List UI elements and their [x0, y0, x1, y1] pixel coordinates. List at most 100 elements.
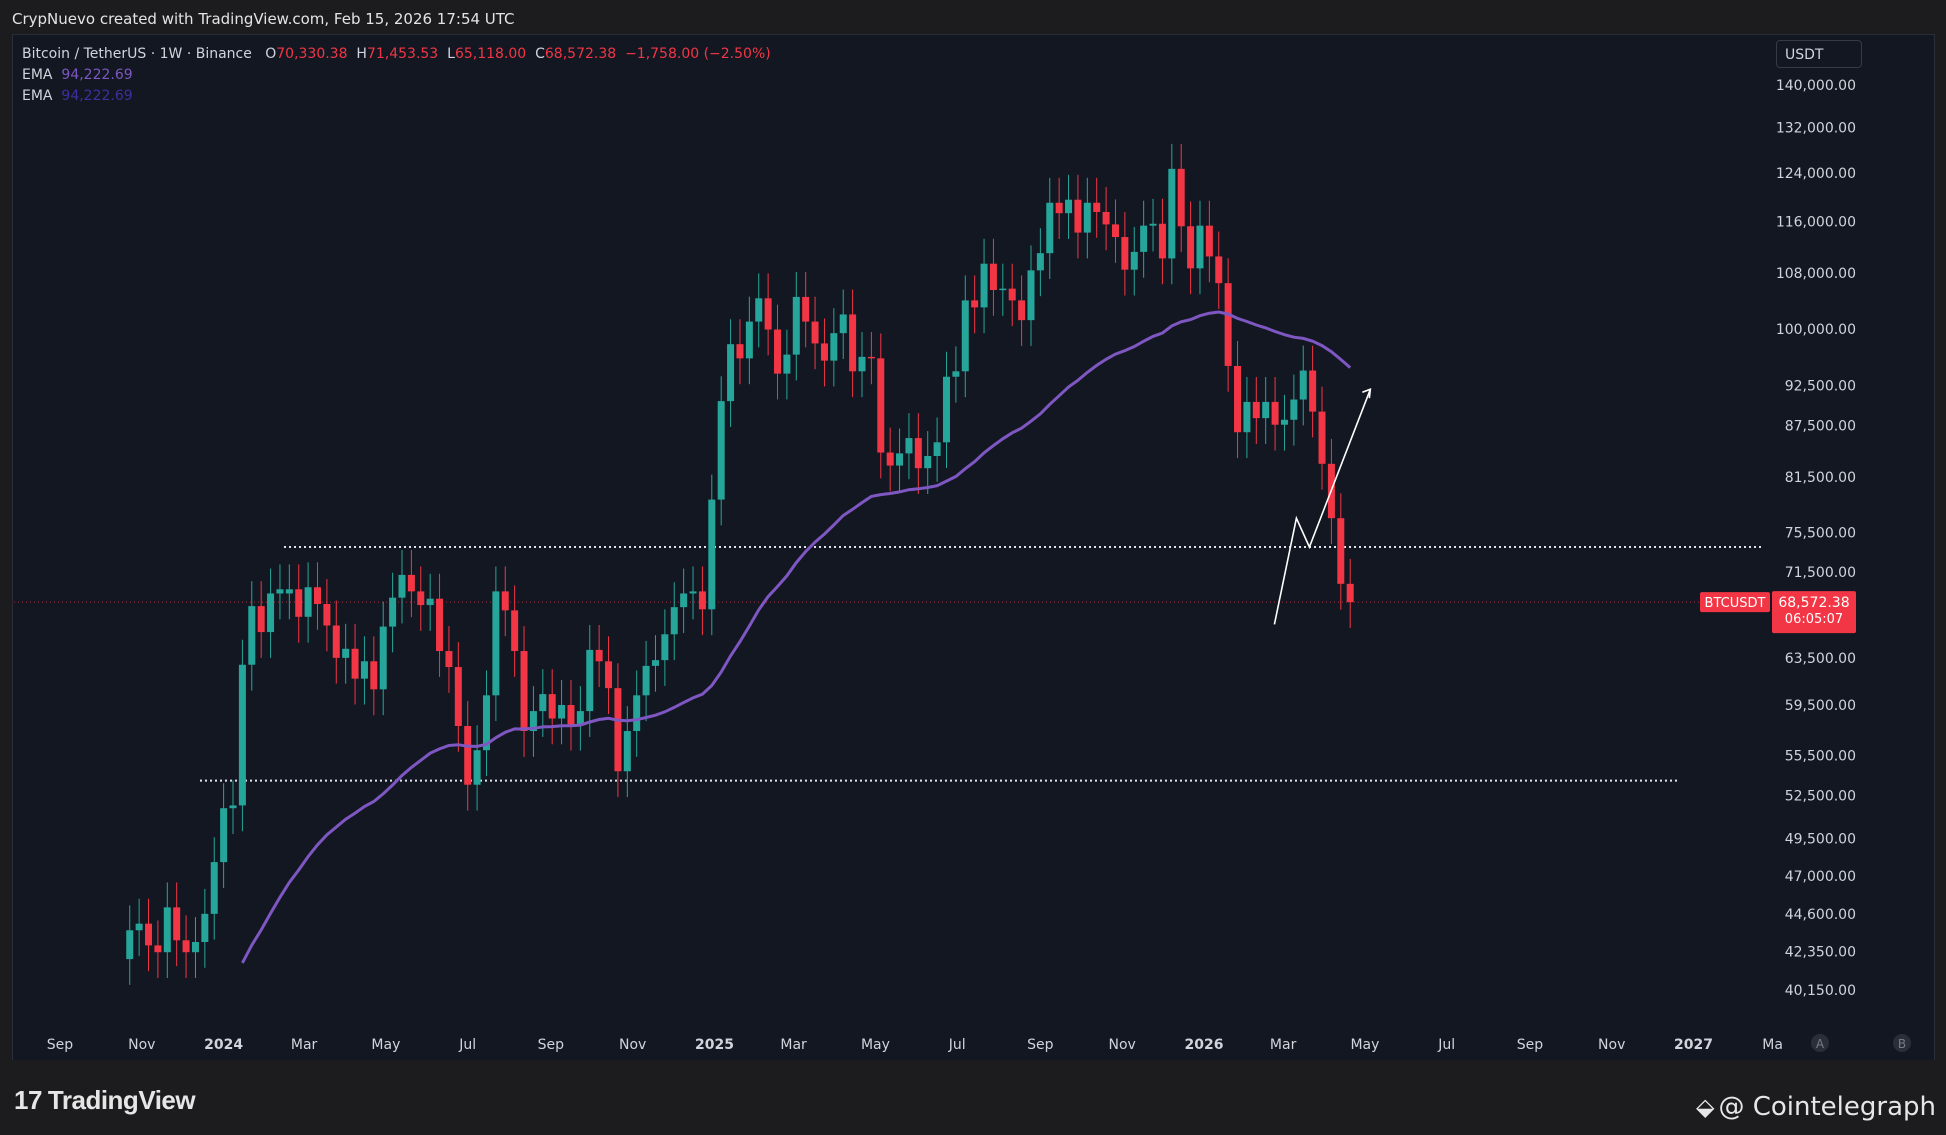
candle-bullish	[905, 438, 913, 454]
x-tick-label: Mar	[291, 1037, 318, 1053]
candle-bullish	[661, 634, 669, 661]
candle-bearish	[1215, 256, 1223, 284]
x-tick-label: Nov	[1109, 1037, 1136, 1053]
x-tick-label: Mar	[1270, 1037, 1297, 1053]
y-tick-label: 75,500.00	[1785, 525, 1856, 541]
symbol-price-badge	[1700, 592, 1770, 613]
axis-mode-button[interactable]	[1811, 1034, 1829, 1052]
candle-bearish	[877, 358, 885, 453]
y-tick-label: 47,000.00	[1785, 869, 1856, 885]
candle-bullish	[360, 661, 368, 679]
candle-bearish	[407, 574, 415, 592]
candle-bearish	[1234, 365, 1242, 433]
open-value: 70,330.38	[276, 46, 348, 62]
candle-bullish	[745, 321, 753, 359]
x-tick-label: Nov	[128, 1037, 155, 1053]
x-tick-label: Jul	[1437, 1037, 1455, 1053]
candle-bearish	[971, 300, 979, 308]
x-tick-label: May	[1350, 1037, 1379, 1053]
candle-bearish	[1093, 202, 1101, 212]
x-tick-label: May	[861, 1037, 890, 1053]
candle-bearish	[323, 603, 331, 626]
y-tick-label: 100,000.00	[1776, 322, 1856, 338]
candle-bullish	[689, 591, 697, 594]
y-tick-label: 132,000.00	[1776, 121, 1856, 137]
candle-bearish	[605, 661, 613, 689]
candle-bearish	[417, 591, 425, 606]
tradingview-icon: 17	[14, 1085, 42, 1115]
candle-bullish	[924, 455, 932, 469]
candle-bearish	[182, 940, 190, 953]
last-price-badge	[1772, 591, 1856, 634]
chart-frame[interactable]	[12, 34, 1935, 1062]
candle-bullish	[680, 593, 688, 608]
low-value: 65,118.00	[454, 46, 527, 62]
candle-bullish	[379, 626, 387, 690]
x-tick-label: 2026	[1185, 1037, 1224, 1053]
y-tick-label: 55,500.00	[1785, 748, 1856, 764]
candle-bullish	[220, 808, 228, 863]
candle-bearish	[1121, 237, 1129, 270]
candle-bearish	[520, 651, 528, 732]
last-price-value: 68,572.38	[1778, 595, 1849, 611]
candle-bullish	[398, 574, 406, 598]
candle-bullish	[633, 695, 641, 732]
candle-bearish	[1318, 411, 1326, 464]
high-value: 71,453.53	[366, 46, 439, 62]
candle-bearish	[1158, 223, 1166, 259]
candle-bullish	[1065, 199, 1073, 214]
x-tick-label: Sep	[538, 1037, 565, 1053]
candle-bullish	[163, 907, 171, 953]
candle-bearish	[567, 704, 575, 725]
y-tick-label: 124,000.00	[1776, 166, 1856, 182]
x-tick-label: 2024	[204, 1037, 243, 1053]
ema2-row[interactable]: EMA 94,222.69	[22, 86, 771, 107]
candle-bearish	[736, 344, 744, 359]
axis-mode-button[interactable]	[1893, 1034, 1911, 1052]
candle-bullish	[1243, 401, 1251, 433]
candle-bearish	[145, 923, 153, 946]
x-tick-label: Sep	[1027, 1037, 1054, 1053]
candle-bullish	[482, 695, 490, 751]
chart-caption: CrypNuevo created with TradingView.com, …	[12, 10, 515, 28]
candle-bullish	[248, 606, 256, 665]
candle-bullish	[933, 442, 941, 456]
candle-bullish	[999, 288, 1007, 291]
x-tick-label: May	[371, 1037, 400, 1053]
candle-bullish	[942, 376, 950, 443]
y-tick-label: 49,500.00	[1785, 831, 1856, 847]
candle-bearish	[614, 688, 622, 772]
candle-bullish	[717, 401, 725, 500]
candle-bullish	[539, 694, 547, 712]
candle-bullish	[389, 597, 397, 627]
y-tick-label: 42,350.00	[1785, 944, 1856, 960]
candle-bullish	[961, 300, 969, 372]
candle-bullish	[1299, 370, 1307, 400]
candle-bullish	[1290, 399, 1298, 420]
currency-unit-button[interactable]: USDT	[1776, 40, 1862, 68]
ema1-label: EMA	[22, 67, 53, 83]
candle-bullish	[1083, 202, 1091, 233]
candle-bullish	[708, 499, 716, 610]
ema1-value: 94,222.69	[61, 67, 133, 83]
candle-bearish	[445, 651, 453, 668]
ema1-row[interactable]: EMA 94,222.69	[22, 65, 771, 86]
tradingview-brand: TradingView	[47, 1085, 196, 1115]
candle-bullish	[210, 862, 218, 914]
chart-legend: Bitcoin / TetherUS · 1W · Binance O70,33…	[22, 44, 771, 107]
candle-bearish	[1177, 168, 1185, 227]
candle-bullish	[858, 356, 866, 372]
candle-bullish	[586, 649, 594, 712]
x-tick-label: 2025	[695, 1037, 734, 1053]
candle-bullish	[1027, 270, 1035, 321]
cointelegraph-watermark: ⬙ @ Cointelegraph	[1696, 1092, 1936, 1122]
candle-bullish	[1046, 202, 1054, 254]
candle-bullish	[783, 354, 791, 374]
axis-mode-label: B	[1898, 1037, 1906, 1051]
candle-bearish	[436, 598, 444, 652]
y-tick-label: 71,500.00	[1785, 565, 1856, 581]
candle-bearish	[1111, 224, 1119, 238]
open-label: O	[265, 46, 277, 62]
candle-bullish	[642, 665, 650, 696]
